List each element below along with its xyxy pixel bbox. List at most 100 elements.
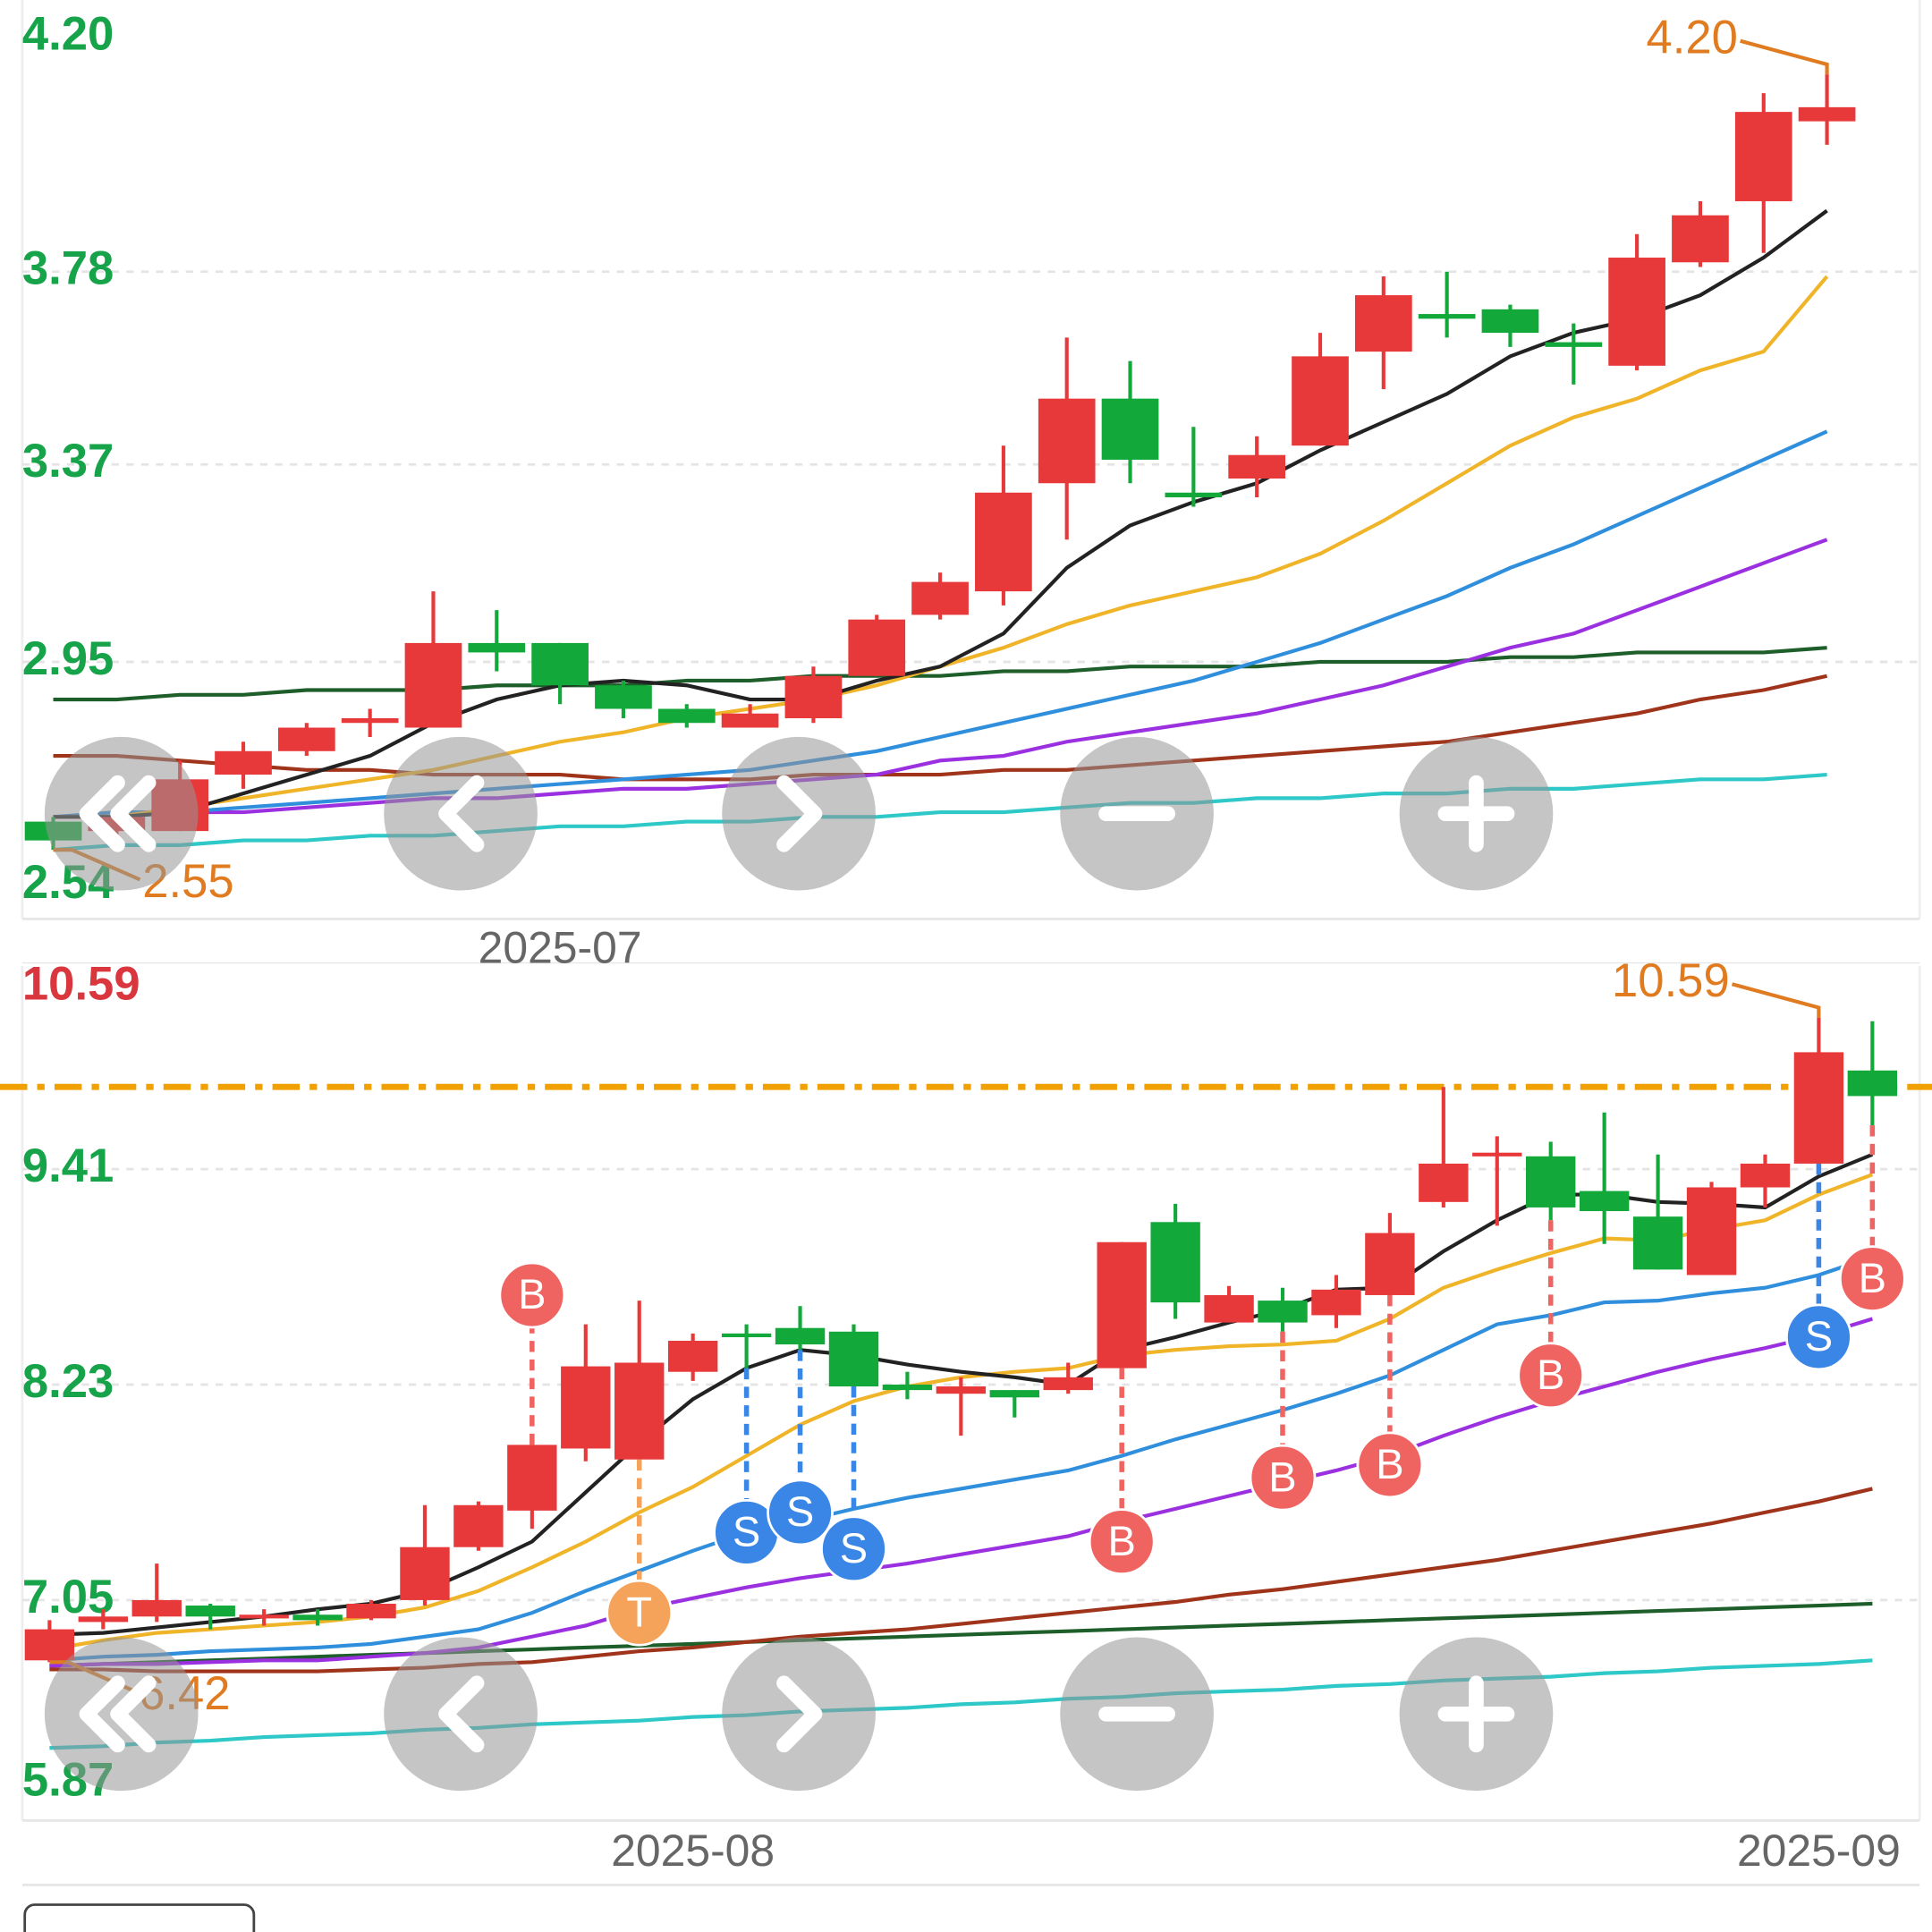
candle-body xyxy=(848,619,906,676)
signal-marker xyxy=(767,1479,834,1546)
nav-button[interactable] xyxy=(722,736,876,891)
nav-button-icon[interactable] xyxy=(438,775,485,852)
candle-body xyxy=(1038,398,1096,484)
candle-body xyxy=(531,642,589,686)
signal-label: S xyxy=(1805,1312,1833,1360)
candle-body xyxy=(24,1629,75,1661)
nav-button[interactable] xyxy=(1060,1637,1214,1792)
nav-button-bg[interactable] xyxy=(384,1637,538,1792)
charts: 2.542.953.373.784.20 4.202.552025-075.877… xyxy=(0,0,1932,1886)
candle-body xyxy=(975,492,1032,592)
nav-button[interactable] xyxy=(384,736,538,891)
moving-average-line xyxy=(49,1601,1873,1668)
signal-label: S xyxy=(733,1508,760,1555)
candle-body xyxy=(614,1362,665,1460)
candle-body xyxy=(657,708,716,724)
nav-button-bg[interactable] xyxy=(722,736,876,891)
y-tick-label: 4.20 xyxy=(22,7,114,60)
candle-body xyxy=(1608,258,1665,366)
candle-body xyxy=(453,1504,504,1547)
moving-average-line xyxy=(49,1255,1874,1663)
candle-body xyxy=(1672,215,1729,263)
candle-body xyxy=(1847,1070,1898,1097)
signal-label: B xyxy=(1859,1254,1886,1301)
signal-label: B xyxy=(518,1270,546,1318)
candle-body xyxy=(1632,1216,1683,1270)
candle-body xyxy=(346,1604,396,1619)
candle-body xyxy=(911,581,969,615)
panel xyxy=(0,0,1932,964)
candle-body xyxy=(989,1390,1039,1398)
nav-button-bg[interactable] xyxy=(722,1637,876,1792)
nav-button-icon[interactable] xyxy=(776,1675,823,1753)
nav-button[interactable] xyxy=(384,1637,538,1792)
moving-average-line xyxy=(53,429,1828,819)
max-label: 4.20 xyxy=(1646,12,1737,64)
moving-average-line xyxy=(49,1658,1873,1750)
moving-average-line xyxy=(49,1173,1874,1652)
signal-marker xyxy=(606,1579,674,1647)
candle-body xyxy=(784,675,843,718)
signal-label: T xyxy=(626,1588,652,1635)
nav-button[interactable] xyxy=(1060,736,1214,891)
candle-body xyxy=(468,642,526,653)
signal-marker xyxy=(498,1261,566,1329)
candle-body xyxy=(1150,1222,1200,1303)
candle-body xyxy=(131,1599,182,1617)
nav-button[interactable] xyxy=(44,1637,199,1792)
candle-body xyxy=(1526,1156,1576,1208)
candle-body xyxy=(277,727,335,751)
nav-button[interactable] xyxy=(44,736,199,891)
moving-average-line xyxy=(53,208,1828,819)
nav-button-icon[interactable] xyxy=(438,1675,485,1753)
y-tick-label: 8.23 xyxy=(22,1355,114,1408)
nav-button-bg[interactable] xyxy=(384,736,538,891)
candle-body xyxy=(775,1327,826,1345)
signal-label: S xyxy=(786,1487,814,1535)
nav-button[interactable] xyxy=(1399,736,1554,891)
nav-button-icon[interactable] xyxy=(1437,775,1515,852)
signal-label: B xyxy=(1376,1440,1403,1487)
candle-body xyxy=(936,1386,987,1394)
y-tick-label: 3.78 xyxy=(22,242,114,295)
candle-body xyxy=(1740,1163,1791,1188)
nav-button-icon[interactable] xyxy=(79,1675,157,1753)
candle-body xyxy=(292,1614,343,1621)
tab[interactable] xyxy=(23,1903,256,1932)
signal-marker xyxy=(1785,1303,1852,1371)
signal-label: B xyxy=(1537,1351,1564,1398)
candle-body xyxy=(595,685,652,709)
candle-body xyxy=(1472,1152,1522,1157)
x-tick-label: 2025-08 xyxy=(611,1826,775,1876)
nav-button[interactable] xyxy=(722,1637,876,1792)
nav-button-icon[interactable] xyxy=(1437,1675,1515,1753)
candle-body xyxy=(239,1614,289,1619)
candle-body xyxy=(828,1331,879,1387)
nav-button[interactable] xyxy=(1399,1637,1554,1792)
nav-button-icon[interactable] xyxy=(776,775,823,852)
y-tick-label: 7.05 xyxy=(22,1571,114,1623)
candle-body xyxy=(1798,106,1856,122)
candle-body xyxy=(721,1333,772,1337)
signal-label: S xyxy=(840,1524,868,1572)
candle-body xyxy=(507,1445,557,1511)
moving-average-line xyxy=(53,646,1827,702)
candle-body xyxy=(1734,112,1792,201)
max-label: 10.59 xyxy=(1612,954,1730,1007)
nav-button-icon[interactable] xyxy=(79,775,157,852)
candle-body xyxy=(1043,1377,1093,1391)
candle-body xyxy=(561,1366,611,1449)
candle-body xyxy=(341,717,399,724)
candle-body xyxy=(1204,1294,1254,1323)
candle-body xyxy=(400,1546,450,1600)
candle-body xyxy=(185,1606,235,1617)
candle-body xyxy=(1292,356,1349,446)
candle-body xyxy=(78,1616,129,1623)
y-tick-label: 9.41 xyxy=(22,1140,114,1192)
candle-body xyxy=(1419,1163,1469,1202)
x-tick-label: 2025-09 xyxy=(1737,1826,1901,1876)
candle-body xyxy=(1101,398,1159,460)
max-leader xyxy=(1731,982,1821,1018)
candle-body xyxy=(1258,1301,1308,1323)
signal-label: B xyxy=(1107,1517,1135,1564)
